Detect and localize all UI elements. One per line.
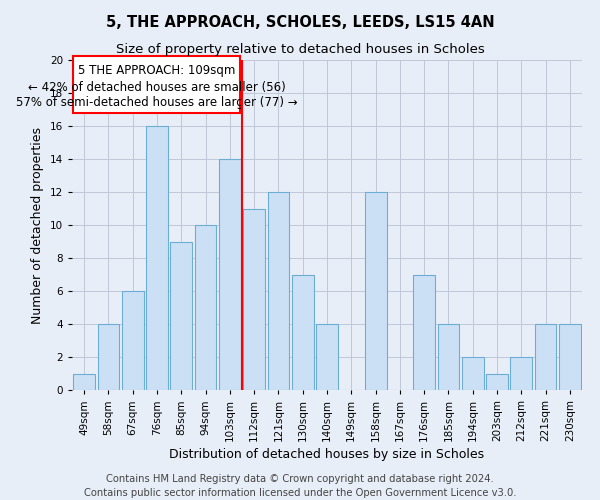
Text: Size of property relative to detached houses in Scholes: Size of property relative to detached ho… [116,42,484,56]
Text: 5 THE APPROACH: 109sqm: 5 THE APPROACH: 109sqm [78,64,235,76]
Text: 5, THE APPROACH, SCHOLES, LEEDS, LS15 4AN: 5, THE APPROACH, SCHOLES, LEEDS, LS15 4A… [106,15,494,30]
Bar [146,126,168,390]
Bar [268,192,289,390]
Bar [194,225,217,390]
Bar [413,274,435,390]
Bar [170,242,192,390]
Bar [365,192,386,390]
Bar [462,357,484,390]
Bar [97,324,119,390]
Bar [122,291,143,390]
Bar [511,357,532,390]
Bar [559,324,581,390]
Bar [486,374,508,390]
Bar [437,324,460,390]
X-axis label: Distribution of detached houses by size in Scholes: Distribution of detached houses by size … [169,448,485,461]
Bar [219,159,241,390]
Text: 57% of semi-detached houses are larger (77) →: 57% of semi-detached houses are larger (… [16,96,297,109]
FancyBboxPatch shape [73,56,239,113]
Text: ← 42% of detached houses are smaller (56): ← 42% of detached houses are smaller (56… [28,80,285,94]
Bar [73,374,95,390]
Bar [316,324,338,390]
Bar [535,324,556,390]
Y-axis label: Number of detached properties: Number of detached properties [31,126,44,324]
Text: Contains HM Land Registry data © Crown copyright and database right 2024.
Contai: Contains HM Land Registry data © Crown c… [84,474,516,498]
Bar [243,208,265,390]
Bar [292,274,314,390]
